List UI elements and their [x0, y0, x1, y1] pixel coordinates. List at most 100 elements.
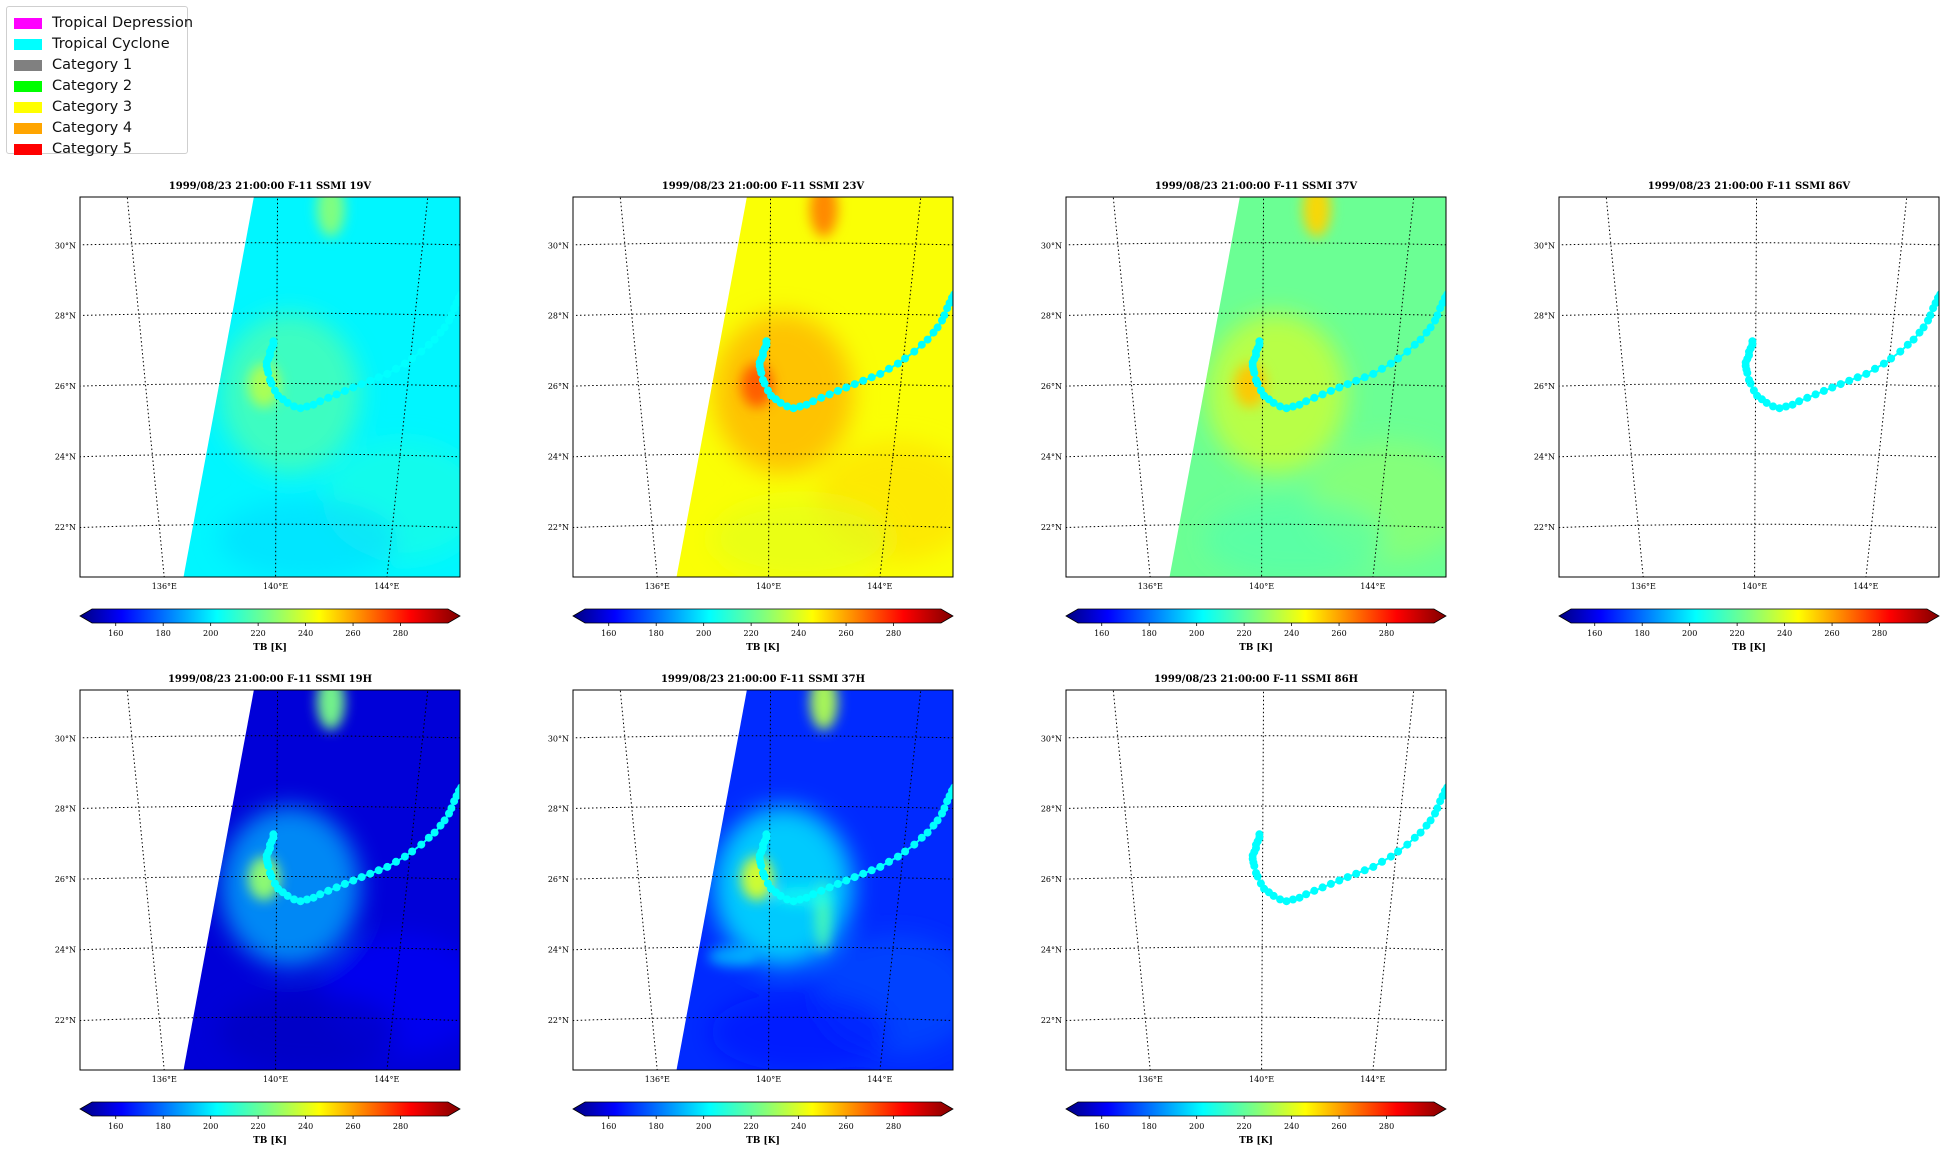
- lon-label: 144°E: [374, 582, 399, 591]
- cyclone-core: [1234, 363, 1266, 408]
- track-point: [776, 891, 785, 900]
- panel-title: 1999/08/23 21:00:00 F-11 SSMI 86H: [1154, 674, 1358, 685]
- lon-label: 136°E: [645, 1075, 670, 1084]
- colorbar-label: TB [K]: [253, 1136, 287, 1146]
- track-point: [457, 290, 460, 299]
- lon-label: 140°E: [263, 582, 288, 591]
- track-point: [457, 783, 460, 792]
- map-frame: [1065, 196, 1447, 578]
- lon-label: 136°E: [645, 582, 670, 591]
- legend-swatch: [14, 122, 42, 134]
- track-point: [1289, 402, 1297, 411]
- track-point: [885, 857, 893, 866]
- colorbar-label: TB [K]: [253, 643, 287, 653]
- legend-item: Category 4: [14, 118, 132, 138]
- track-point: [324, 886, 333, 895]
- track-point: [1795, 397, 1804, 406]
- colorbar-tick-label: 240: [1284, 1122, 1299, 1131]
- northern-band: [316, 690, 345, 730]
- northern-band: [316, 197, 345, 237]
- legend-item: Category 2: [14, 76, 132, 96]
- track-point: [1896, 347, 1905, 356]
- storm-track: [262, 783, 460, 906]
- colorbar-tick-label: 280: [393, 1122, 408, 1131]
- brightness-field: [573, 690, 953, 1070]
- track-point: [817, 393, 826, 402]
- track-point: [809, 890, 818, 899]
- legend-item: Category 3: [14, 97, 132, 117]
- track-point: [424, 340, 433, 349]
- colorbar-tick-label: 280: [1379, 629, 1394, 638]
- lat-label: 26°N: [548, 382, 569, 391]
- track-point: [1788, 400, 1797, 409]
- track-point: [950, 290, 953, 299]
- track-point: [1352, 376, 1361, 385]
- lat-label: 28°N: [55, 805, 76, 814]
- track-point: [933, 323, 942, 332]
- lon-label: 144°E: [1853, 582, 1878, 591]
- track-point: [876, 862, 885, 871]
- colorbar-label: TB [K]: [1732, 643, 1766, 653]
- legend-label: Tropical Cyclone: [52, 36, 170, 52]
- track-point: [825, 883, 834, 892]
- colorbar-tick-label: 200: [203, 629, 218, 638]
- track-point: [1310, 886, 1319, 895]
- track-point: [417, 840, 426, 849]
- lat-label: 22°N: [55, 1016, 76, 1025]
- track-point: [400, 852, 409, 861]
- track-point: [1369, 862, 1378, 871]
- colorbar-tick-label: 240: [1284, 629, 1299, 638]
- colorbar: 160 180 200 220 240 260 280 TB [K]: [79, 1101, 461, 1146]
- map-frame: [1065, 689, 1447, 1071]
- graticule: [573, 197, 953, 577]
- panel-title: 1999/08/23 21:00:00 F-11 SSMI 19H: [168, 674, 372, 685]
- track-point: [1782, 402, 1790, 411]
- colorbar-label: TB [K]: [1239, 1136, 1273, 1146]
- legend-swatch: [14, 143, 42, 155]
- colorbar-tick-label: 280: [886, 1122, 901, 1131]
- cyclone-core: [741, 363, 773, 408]
- track-point: [1282, 897, 1291, 906]
- lat-label: 24°N: [1041, 452, 1062, 461]
- track-point: [1845, 376, 1854, 385]
- colorbar-tick-label: 240: [298, 629, 313, 638]
- legend-swatch: [14, 101, 42, 113]
- track-point: [1887, 354, 1896, 363]
- brightness-field: [573, 197, 953, 577]
- storm-category-legend: Tropical Depression Tropical Cyclone Categ…: [6, 6, 193, 157]
- track-point: [383, 862, 392, 871]
- cyclone-core: [741, 856, 773, 901]
- colorbar-tick-label: 220: [1236, 629, 1251, 638]
- colorbar-tick-label: 160: [601, 629, 616, 638]
- track-point: [1919, 323, 1928, 332]
- track-point: [1836, 380, 1845, 389]
- colorbar-tick-label: 180: [1142, 1122, 1157, 1131]
- legend-item: Tropical Depression: [14, 13, 193, 33]
- colorbar-tick-label: 280: [886, 629, 901, 638]
- track-point: [1282, 404, 1291, 413]
- lat-label: 22°N: [548, 1016, 569, 1025]
- track-point: [1269, 891, 1278, 900]
- track-point: [1289, 895, 1297, 904]
- legend-item: Category 5: [14, 139, 132, 159]
- colorbar-tick-label: 160: [108, 1122, 123, 1131]
- lat-label: 30°N: [1041, 241, 1062, 250]
- legend-swatch: [14, 59, 42, 71]
- track-point: [309, 400, 318, 409]
- track-point: [1433, 311, 1442, 320]
- track-point: [885, 364, 893, 373]
- track-point: [1936, 290, 1939, 299]
- brightness-field: [1066, 197, 1446, 577]
- track-point: [349, 383, 358, 392]
- track-point: [809, 397, 818, 406]
- track-point: [1811, 390, 1820, 399]
- track-point: [1775, 404, 1784, 413]
- track-point: [383, 369, 392, 378]
- track-point: [859, 869, 868, 878]
- lat-label: 24°N: [55, 452, 76, 461]
- track-point: [923, 828, 932, 837]
- track-point: [817, 886, 826, 895]
- track-point: [1343, 873, 1352, 882]
- track-point: [1295, 400, 1304, 409]
- track-point: [296, 897, 305, 906]
